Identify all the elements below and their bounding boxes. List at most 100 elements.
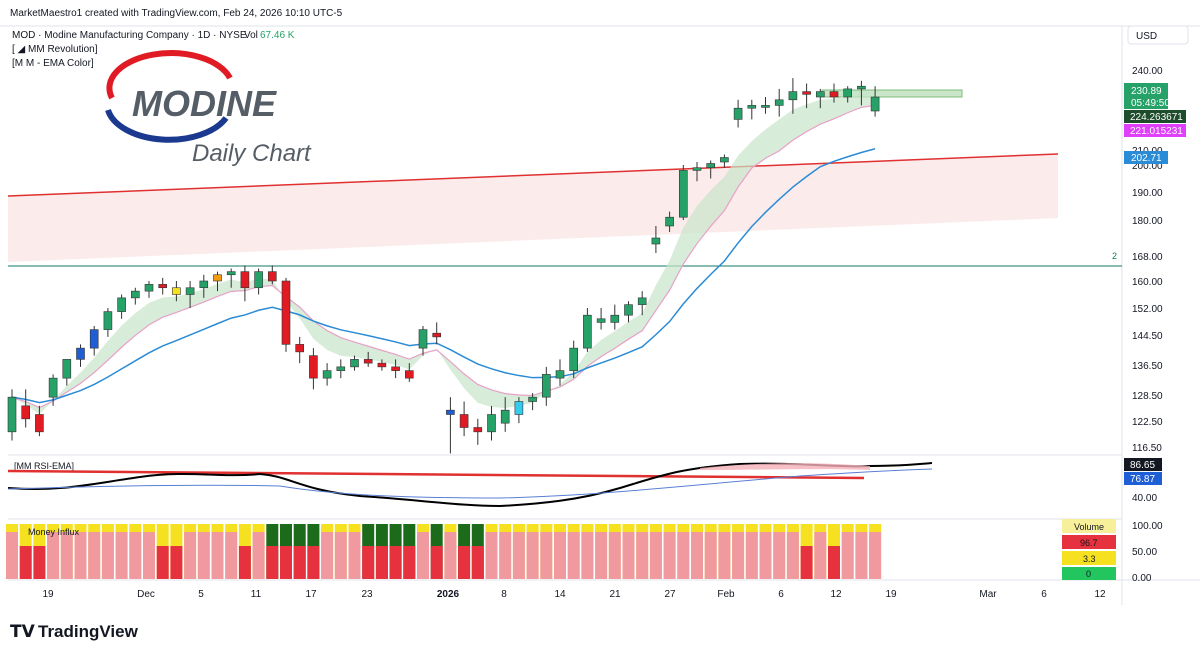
candle xyxy=(62,359,72,386)
time-tick: 19 xyxy=(42,589,54,600)
rsi-line xyxy=(7,462,933,508)
modine-logo: MODINE Daily Chart xyxy=(105,50,312,167)
time-tick: 8 xyxy=(501,589,507,600)
candle xyxy=(35,405,44,437)
candle xyxy=(569,340,579,379)
money-flow-bar xyxy=(115,524,128,579)
money-flow-bar xyxy=(403,524,416,579)
candle xyxy=(761,97,770,114)
price-tick: 200.00 xyxy=(1132,161,1163,172)
candle xyxy=(281,277,291,352)
candle xyxy=(706,160,716,179)
candle xyxy=(610,304,620,330)
price-badge-ema-slow: 221.015231 xyxy=(1124,124,1186,137)
money-flow-bar xyxy=(663,524,676,579)
time-tick: Dec xyxy=(137,589,155,600)
rsi-badge-value: 86.65 xyxy=(1124,458,1162,471)
candles-group xyxy=(7,78,880,454)
candle xyxy=(89,326,99,356)
candle xyxy=(172,281,181,302)
tradingview-logo: 𝗧𝗩 TradingView xyxy=(10,622,139,641)
money-flow-bar xyxy=(581,524,594,579)
countdown: 05:49:50 xyxy=(1131,98,1170,109)
candle xyxy=(432,322,442,345)
money-flow-bar xyxy=(375,524,388,579)
price-tick: 168.00 xyxy=(1132,252,1163,263)
candle xyxy=(528,393,537,411)
candle xyxy=(665,211,674,232)
price-tick: 128.50 xyxy=(1132,391,1163,402)
candle xyxy=(295,336,305,364)
candle xyxy=(363,351,373,367)
candle xyxy=(500,397,510,432)
rsi-overbought-fill xyxy=(700,463,870,470)
logo-subtitle: Daily Chart xyxy=(192,140,312,167)
money-flow-bar xyxy=(143,524,155,579)
candle xyxy=(637,291,647,316)
price-tick: 144.50 xyxy=(1132,331,1163,342)
candle xyxy=(199,274,209,298)
money-flow-bar xyxy=(6,524,18,579)
time-tick: 6 xyxy=(1041,589,1047,600)
candle xyxy=(514,397,524,424)
tradingview-brand: TradingView xyxy=(38,622,139,641)
money-flow-bar xyxy=(649,524,662,579)
time-tick: 17 xyxy=(305,589,317,600)
money-flow-bar xyxy=(156,524,169,579)
money-flow-bar xyxy=(19,524,32,579)
candle xyxy=(788,78,798,114)
money-flow-bar xyxy=(293,524,306,579)
candle xyxy=(720,154,729,168)
money-flow-bar xyxy=(869,524,882,579)
money-flow-bar xyxy=(33,524,46,579)
time-tick: 5 xyxy=(198,589,204,600)
candle xyxy=(103,308,113,337)
mf-tick-0: 0.00 xyxy=(1132,573,1152,584)
money-flow-bar xyxy=(622,524,635,579)
candle xyxy=(747,99,757,120)
volume-row-buy: 96.7 xyxy=(1080,538,1098,548)
money-flow-bar xyxy=(362,524,375,579)
volume-table: Volume 96.7 3.3 0 xyxy=(1062,519,1116,580)
candle xyxy=(651,226,661,253)
ribbon-fill xyxy=(12,92,876,415)
money-flow-bar xyxy=(677,524,690,579)
price-tick: 190.00 xyxy=(1132,188,1163,199)
money-flow-bar xyxy=(129,524,142,579)
candle xyxy=(117,294,126,319)
candle xyxy=(391,359,400,379)
candle xyxy=(158,277,167,295)
candle xyxy=(21,389,31,428)
logo-name: MODINE xyxy=(132,83,277,124)
mf-tick-50: 50.00 xyxy=(1132,547,1157,558)
ribbon-slow-line xyxy=(11,104,876,409)
candle xyxy=(843,86,853,103)
time-tick: 19 xyxy=(885,589,897,600)
candle xyxy=(350,355,359,371)
candle xyxy=(802,83,811,109)
indicator-mm-revolution[interactable]: [ ◢ MM Revolution] xyxy=(12,44,98,55)
money-flow-bar xyxy=(841,524,854,579)
money-flow-bar xyxy=(512,524,525,579)
money-flow-bar xyxy=(745,524,758,579)
money-flow-bar xyxy=(499,524,512,579)
indicator-ema-color[interactable]: [M M - EMA Color] xyxy=(12,58,94,69)
price-badge-trend: 202.71 xyxy=(1124,151,1168,164)
money-flow-bar xyxy=(855,524,868,579)
candle xyxy=(624,301,633,323)
money-flow-bar xyxy=(526,524,539,579)
money-flow-bar xyxy=(828,524,840,579)
ema-fast-value: 224.263671 xyxy=(1130,112,1183,123)
vol-label: Vol xyxy=(244,30,258,41)
money-flow-bar xyxy=(458,524,471,579)
currency-button[interactable]: USD xyxy=(1127,25,1189,45)
time-tick: 12 xyxy=(830,589,842,600)
money-flow-bar xyxy=(348,524,361,579)
price-tick: 152.00 xyxy=(1132,304,1163,315)
candle xyxy=(336,359,346,379)
candle xyxy=(418,326,428,356)
candle xyxy=(48,374,58,406)
money-flow-bar xyxy=(47,524,60,579)
ema-line xyxy=(11,148,876,404)
